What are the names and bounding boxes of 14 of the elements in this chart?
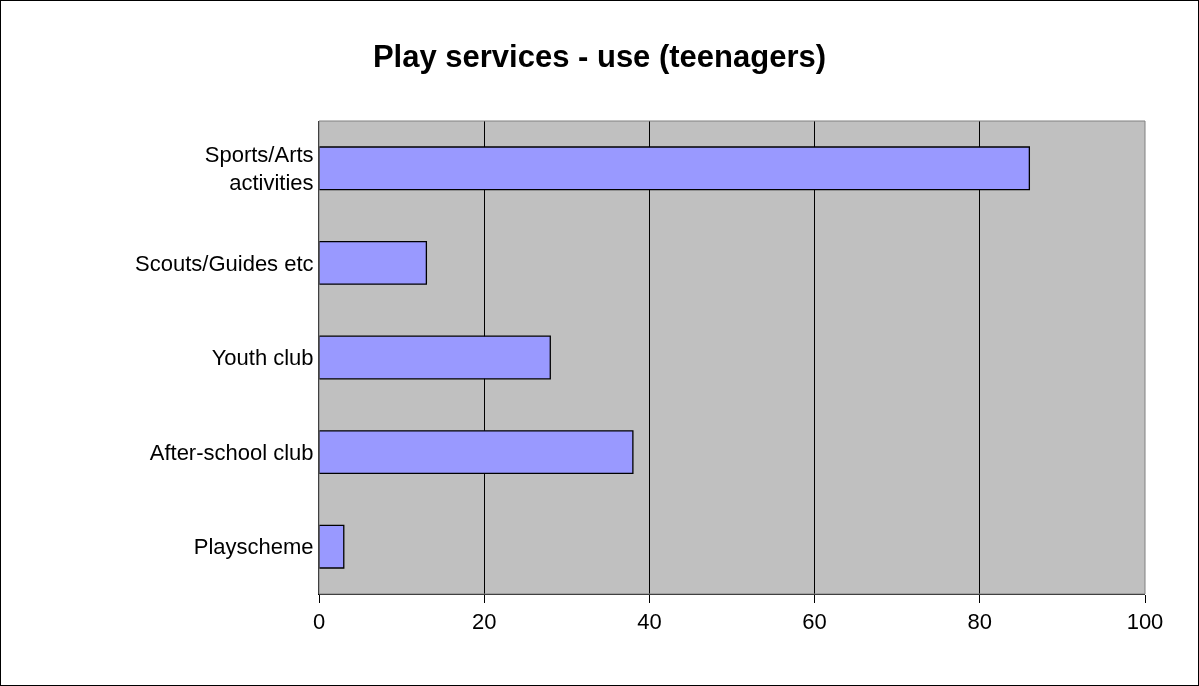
y-tick-label: Sports/Arts activities xyxy=(204,141,314,196)
x-tick-label: 60 xyxy=(802,609,827,635)
x-tick-label: 40 xyxy=(637,609,662,635)
bar xyxy=(319,240,428,285)
x-tick-label: 100 xyxy=(1126,609,1164,635)
bar xyxy=(319,524,345,569)
y-tick-label: Scouts/Guides etc xyxy=(135,250,314,276)
y-tick-label: After-school club xyxy=(149,439,314,465)
y-tick-label: Playscheme xyxy=(193,534,314,560)
x-tick-label: 80 xyxy=(967,609,993,635)
chart-title: Play services - use (teenagers) xyxy=(372,38,827,74)
x-tick-label: 0 xyxy=(312,609,326,635)
y-tick-label: Youth club xyxy=(211,345,314,371)
x-tick-label: 20 xyxy=(471,609,497,635)
